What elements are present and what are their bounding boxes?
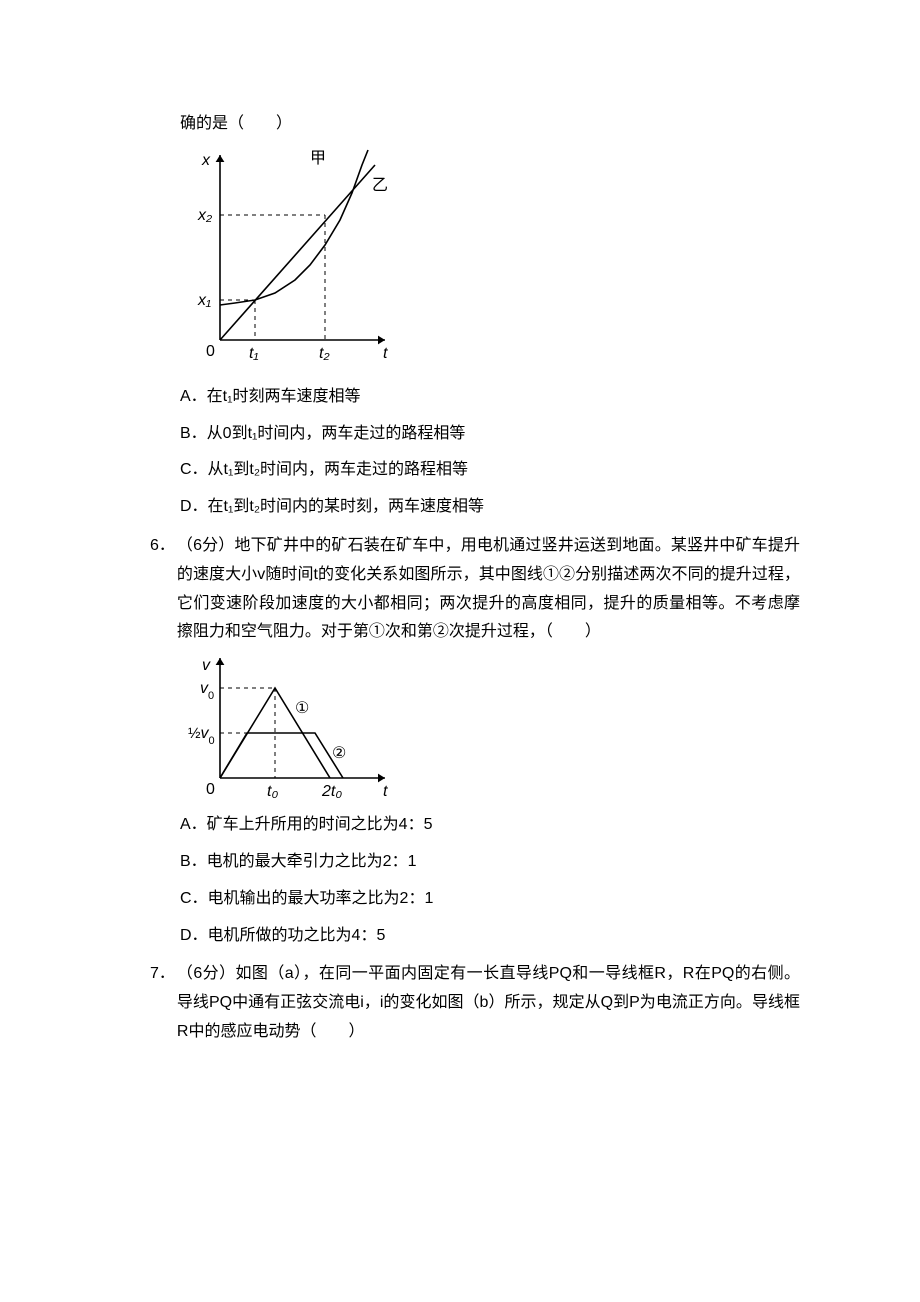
svg-text:2t₀: 2t₀ <box>321 783 342 800</box>
svg-text:t₀: t₀ <box>267 783 278 800</box>
q5-option-d: D．在t₁到t₂时间内的某时刻，两车速度相等 <box>180 493 800 522</box>
svg-text:t₁: t₁ <box>249 345 259 362</box>
q5-option-a: A．在t₁时刻两车速度相等 <box>180 383 800 412</box>
svg-text:t: t <box>383 345 388 362</box>
svg-text:x₁: x₁ <box>197 292 211 309</box>
svg-text:x₂: x₂ <box>197 207 212 224</box>
svg-text:甲: 甲 <box>310 150 326 167</box>
svg-text:0: 0 <box>206 781 215 798</box>
svg-text:½v0: ½v0 <box>188 725 215 747</box>
q6-option-b: B．电机的最大牵引力之比为2：1 <box>180 848 800 877</box>
svg-text:t: t <box>383 783 388 800</box>
svg-text:v0: v0 <box>200 680 214 702</box>
q6-option-c: C．电机输出的最大功率之比为2：1 <box>180 885 800 914</box>
svg-text:v: v <box>202 657 211 674</box>
q7-number: 7． <box>150 960 175 1046</box>
svg-text:0: 0 <box>206 343 215 360</box>
q7-text: （6分）如图（a），在同一平面内固定有一长直导线PQ和一导线框R，R在PQ的右侧… <box>177 960 800 1046</box>
svg-text:②: ② <box>332 745 346 762</box>
svg-text:乙: 乙 <box>372 177 388 194</box>
q6-number: 6． <box>150 532 175 647</box>
q5-stem-tail: 确的是（ ） <box>180 110 800 139</box>
q6-option-d: D．电机所做的功之比为4：5 <box>180 922 800 951</box>
q6-chart: v t 0 v0 ½v0 t₀ 2t₀ ① ② <box>180 653 800 803</box>
q5-chart: x t 0 x₁ x₂ t₁ t₂ 甲乙 <box>180 145 800 375</box>
svg-text:t₂: t₂ <box>319 345 330 362</box>
q6-text: （6分）地下矿井中的矿石装在矿车中，用电机通过竖井运送到地面。某竖井中矿车提升的… <box>177 532 800 647</box>
q6-option-a: A．矿车上升所用的时间之比为4：5 <box>180 811 800 840</box>
q5-option-b: B．从0到t₁时间内，两车走过的路程相等 <box>180 420 800 449</box>
q5-option-c: C．从t₁到t₂时间内，两车走过的路程相等 <box>180 456 800 485</box>
svg-text:x: x <box>201 152 211 169</box>
svg-text:①: ① <box>295 700 309 717</box>
